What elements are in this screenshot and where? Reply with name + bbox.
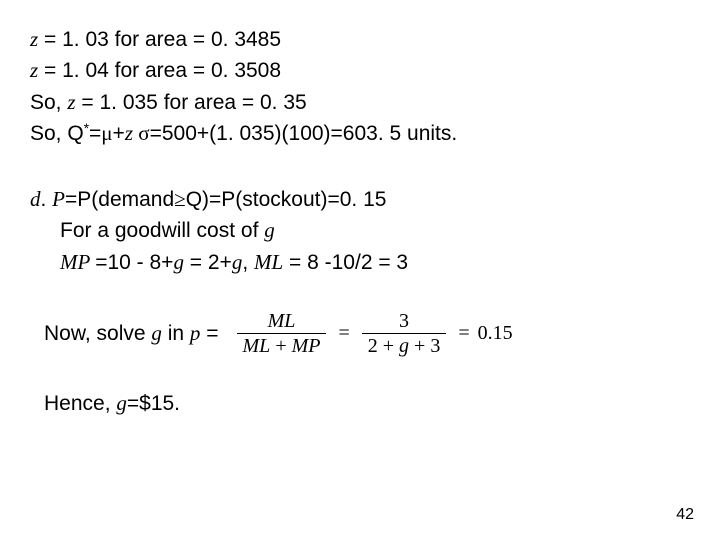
text: Now, solve	[44, 322, 151, 345]
solve-g-equation: Now, solve g in p = ML ML + MP = 3 2 + g…	[30, 310, 690, 357]
fraction-ml-over-mlmp: ML ML + MP	[237, 310, 327, 357]
text: ,	[242, 251, 254, 274]
text: +	[113, 122, 125, 145]
var-g: g	[173, 250, 184, 274]
text: = 1. 035 for area = 0. 35	[76, 91, 307, 114]
var-p: p	[190, 321, 201, 345]
text: For a goodwill cost of	[60, 219, 264, 242]
d-line-3: MP =10 - 8+g = 2+g, ML = 8 -10/2 = 3	[30, 247, 690, 278]
text: = 2+	[184, 251, 232, 274]
superscript-star: *	[84, 121, 89, 136]
numerator: ML	[262, 310, 302, 333]
z-lookup-block: z = 1. 03 for area = 0. 3485 z = 1. 04 f…	[30, 24, 690, 150]
text: in	[162, 322, 190, 345]
text: =	[200, 322, 218, 345]
var-z: z	[30, 58, 38, 82]
text: = 8 -10/2 = 3	[283, 251, 408, 274]
part-label-d: d	[30, 187, 41, 211]
equation-label: Now, solve g in p =	[44, 321, 219, 346]
text: =500+(1. 035)(100)=603. 5 units.	[150, 122, 458, 145]
fraction-numeric: 3 2 + g + 3	[362, 310, 447, 357]
text: Q)=P(stockout)=0. 15	[186, 188, 387, 211]
var-g: g	[116, 391, 127, 415]
q-star-line: So, Q*=μ+z σ=500+(1. 035)(100)=603. 5 un…	[30, 118, 690, 149]
var-g: g	[232, 250, 243, 274]
denominator: 2 + g + 3	[362, 333, 447, 357]
var-ml: ML	[254, 250, 283, 274]
var-z: z	[67, 90, 75, 114]
numerator: 3	[393, 310, 415, 333]
var-g: g	[151, 321, 162, 345]
text: = 1. 03 for area = 0. 3485	[38, 28, 281, 51]
text: = 1. 04 for area = 0. 3508	[38, 59, 281, 82]
sigma-symbol: σ	[138, 121, 149, 145]
var-mp: MP	[60, 250, 95, 274]
text: =10 - 8+	[95, 251, 173, 274]
hence-line: Hence, g=$15.	[30, 391, 690, 416]
d-line-1: d. P=P(demand≥Q)=P(stockout)=0. 15	[30, 184, 690, 215]
equals-symbol: =	[338, 322, 349, 345]
rhs-value: 0.15	[478, 322, 513, 345]
z-line-1: z = 1. 03 for area = 0. 3485	[30, 24, 690, 55]
var-p: P	[52, 187, 65, 211]
d-line-2: For a goodwill cost of g	[30, 215, 690, 246]
var-z: z	[125, 121, 138, 145]
z-line-3: So, z = 1. 035 for area = 0. 35	[30, 87, 690, 118]
part-d-block: d. P=P(demand≥Q)=P(stockout)=0. 15 For a…	[30, 184, 690, 278]
text: ML	[243, 335, 271, 357]
text: =$15.	[127, 392, 180, 415]
equals-symbol: =	[458, 322, 469, 345]
page-number: 42	[676, 506, 694, 524]
var-z: z	[30, 27, 38, 51]
geq-symbol: ≥	[174, 187, 186, 211]
text: 2 +	[368, 335, 399, 357]
var-g: g	[399, 335, 409, 357]
text: Hence,	[44, 392, 116, 415]
denominator: ML + MP	[237, 333, 327, 357]
var-g: g	[264, 218, 275, 242]
text: =	[89, 122, 101, 145]
mu-symbol: μ	[101, 121, 112, 145]
text: So,	[30, 91, 67, 114]
text: MP	[292, 335, 321, 357]
text: + 3	[409, 335, 440, 357]
text: +	[270, 335, 291, 357]
text: .	[41, 188, 53, 211]
text: So, Q	[30, 122, 84, 145]
text: =P(demand	[65, 188, 174, 211]
z-line-2: z = 1. 04 for area = 0. 3508	[30, 55, 690, 86]
